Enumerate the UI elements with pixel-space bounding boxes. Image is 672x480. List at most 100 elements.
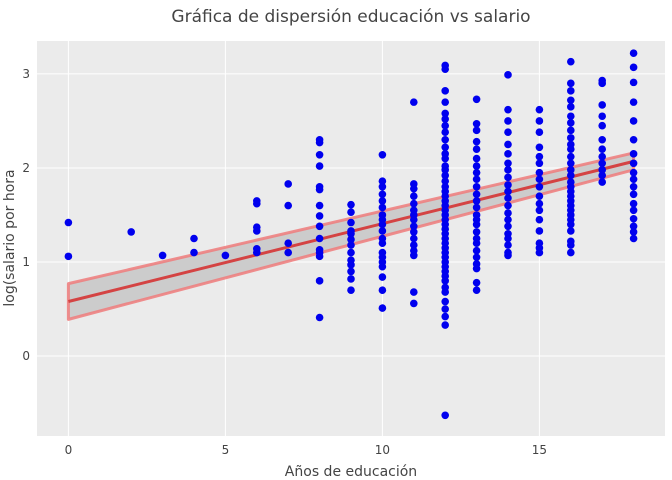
- data-point: [504, 117, 512, 125]
- data-point: [441, 135, 450, 144]
- data-point: [535, 168, 544, 177]
- data-point: [378, 177, 387, 185]
- data-point: [441, 312, 450, 321]
- data-point: [441, 115, 450, 123]
- data-point: [598, 166, 606, 174]
- data-point: [347, 286, 355, 295]
- data-point: [378, 190, 387, 199]
- data-point: [629, 175, 638, 184]
- x-tick-label: 10: [375, 443, 390, 457]
- data-point: [567, 248, 575, 257]
- y-tick-label: 3: [22, 67, 30, 81]
- data-point: [598, 121, 606, 130]
- data-point: [629, 150, 638, 158]
- data-point: [504, 159, 512, 168]
- data-point: [567, 152, 575, 161]
- data-point: [472, 203, 481, 212]
- data-point: [378, 239, 387, 248]
- data-point: [567, 126, 575, 135]
- data-point: [190, 248, 198, 257]
- data-point: [347, 235, 355, 244]
- data-point: [284, 248, 293, 257]
- data-point: [567, 134, 575, 142]
- data-point: [629, 117, 638, 125]
- data-point: [504, 187, 512, 196]
- data-point: [504, 140, 512, 149]
- data-point: [504, 166, 512, 174]
- data-point: [472, 253, 481, 262]
- data-point: [629, 159, 638, 168]
- data-point: [472, 168, 481, 177]
- x-tick-label: 5: [222, 443, 230, 457]
- data-point: [441, 128, 450, 137]
- data-point: [441, 87, 450, 95]
- data-point: [598, 135, 606, 144]
- data-point: [535, 143, 544, 152]
- data-point: [629, 206, 638, 215]
- data-point: [472, 145, 481, 153]
- data-point: [472, 182, 481, 191]
- data-point: [347, 261, 355, 269]
- data-point: [410, 299, 418, 308]
- data-point: [504, 181, 512, 189]
- data-point: [347, 200, 355, 209]
- data-point: [441, 109, 450, 118]
- data-point: [410, 251, 418, 260]
- data-point: [567, 57, 575, 66]
- data-point: [472, 119, 481, 128]
- data-point: [629, 168, 638, 177]
- data-point: [504, 234, 512, 243]
- data-point: [441, 321, 450, 329]
- data-point: [598, 112, 606, 121]
- data-point: [535, 192, 544, 200]
- data-point: [472, 286, 481, 295]
- data-point: [441, 98, 450, 106]
- data-point: [378, 286, 387, 295]
- data-point: [504, 251, 512, 260]
- data-point: [567, 112, 575, 121]
- data-point: [315, 252, 324, 261]
- data-point: [252, 248, 261, 257]
- data-point: [221, 251, 230, 260]
- data-point: [535, 227, 544, 235]
- data-point: [378, 197, 387, 205]
- data-point: [504, 241, 512, 249]
- data-point: [567, 119, 575, 127]
- data-point: [504, 71, 512, 79]
- y-tick-label: 2: [22, 161, 30, 175]
- data-point: [472, 137, 481, 146]
- data-point: [410, 192, 418, 200]
- data-point: [441, 297, 450, 306]
- data-point: [504, 128, 512, 137]
- data-point: [127, 228, 135, 236]
- data-point: [629, 182, 638, 191]
- data-point: [410, 228, 418, 236]
- data-point: [629, 222, 638, 231]
- data-point: [378, 220, 387, 229]
- data-point: [504, 105, 512, 114]
- data-point: [347, 241, 355, 249]
- y-tick-label: 1: [22, 255, 30, 269]
- data-point: [535, 128, 544, 137]
- data-point: [190, 234, 198, 243]
- data-point: [629, 49, 638, 58]
- data-point: [629, 63, 638, 72]
- data-point: [441, 171, 450, 180]
- data-point: [472, 228, 481, 236]
- data-point: [535, 248, 544, 257]
- y-tick-label: 0: [22, 349, 30, 363]
- data-point: [315, 185, 324, 194]
- data-point: [535, 182, 544, 191]
- data-point: [504, 215, 512, 224]
- data-point: [472, 197, 481, 205]
- data-point: [504, 201, 512, 210]
- data-point: [441, 288, 450, 296]
- data-point: [535, 215, 544, 224]
- data-point: [535, 206, 544, 215]
- data-point: [252, 199, 261, 208]
- data-point: [158, 251, 167, 260]
- data-point: [315, 138, 324, 147]
- data-point: [441, 121, 450, 130]
- data-point: [472, 264, 481, 273]
- data-point: [441, 411, 450, 420]
